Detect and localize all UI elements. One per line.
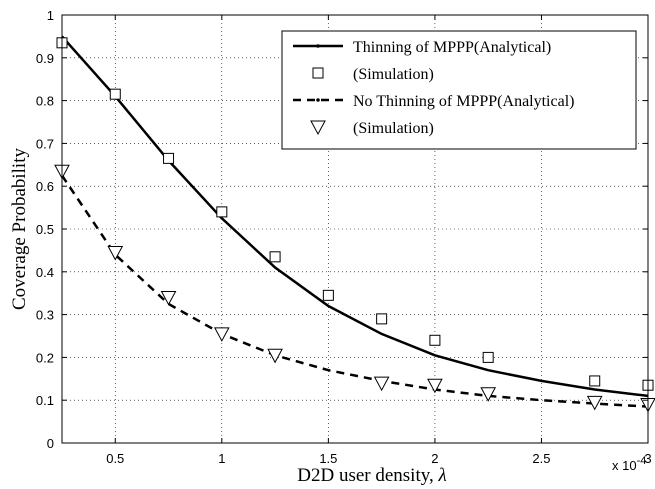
legend-swatch-point	[316, 98, 320, 102]
triangle-marker-point	[213, 327, 230, 342]
legend-label-no-thinning-analytical: No Thinning of MPPP(Analytical)	[353, 93, 574, 110]
y-tick-label: 0.9	[36, 51, 54, 66]
y-axis-title: Coverage Probability	[9, 148, 30, 310]
y-tick-label: 0.2	[36, 350, 54, 365]
triangle-marker-point	[160, 290, 177, 306]
x-multiplier-label: x 10-4	[612, 455, 646, 473]
x-tick-label: 2.5	[532, 451, 550, 466]
square-marker-point	[216, 206, 228, 218]
square-marker-point	[109, 88, 121, 100]
y-tick-label: 0.6	[36, 179, 54, 194]
series-line-no-thinning-analytical	[60, 174, 649, 408]
triangle-marker-point	[267, 348, 283, 364]
triangle-marker-point	[107, 246, 124, 261]
x-tick-label: 3	[644, 451, 651, 466]
legend-swatch-square	[312, 67, 324, 79]
tick-labels: 0.5 1 1.5 2 2.5 3 0 0.1 0.2 0.3 0.4 0.5 0.6 0.7 0.8 0.9…	[36, 8, 652, 466]
series-0	[61, 35, 649, 398]
triangle-marker-point	[427, 378, 443, 394]
legend: Thinning of MPPP(Analytical) (Simulation…	[281, 30, 637, 150]
triangle-marker-point	[586, 395, 603, 411]
x-tick-label: 2	[431, 451, 438, 466]
y-tick-label: 0.4	[36, 265, 54, 280]
legend-swatches	[293, 44, 343, 136]
triangle-marker-point	[373, 376, 390, 392]
legend-swatch-triangle	[310, 120, 326, 136]
series-line-thinning-analytical	[61, 35, 649, 398]
legend-swatch-point	[316, 44, 320, 48]
y-tick-label: 0.1	[36, 393, 54, 408]
x-tick-label: 1	[218, 451, 225, 466]
y-tick-label: 0	[47, 436, 54, 451]
x-tick-label: 1.5	[319, 451, 337, 466]
series-3	[54, 164, 655, 413]
legend-label-no-thinning-simulation: (Simulation)	[353, 120, 434, 137]
square-marker-point	[376, 313, 388, 325]
y-tick-label: 0.7	[36, 136, 54, 151]
legend-label-thinning-analytical: Thinning of MPPP(Analytical)	[353, 39, 551, 56]
legend-label-thinning-simulation: (Simulation)	[353, 66, 434, 83]
x-tick-label: 0.5	[106, 451, 124, 466]
series-layer	[54, 35, 655, 413]
y-tick-label: 1	[47, 8, 54, 23]
y-tick-label: 0.3	[36, 308, 54, 323]
y-tick-label: 0.5	[36, 222, 54, 237]
x-axis-title: D2D user density, λ	[297, 465, 446, 486]
legend-box	[281, 30, 637, 150]
y-tick-label: 0.8	[36, 94, 54, 109]
tick-marks	[62, 14, 649, 444]
series-2	[60, 174, 649, 408]
square-marker-point	[589, 375, 601, 387]
square-marker-point	[482, 351, 494, 363]
square-marker-point	[163, 152, 175, 164]
square-marker-point	[269, 251, 281, 263]
triangle-marker-point	[480, 387, 497, 402]
square-marker-point	[429, 334, 441, 346]
square-marker-point	[322, 289, 334, 301]
